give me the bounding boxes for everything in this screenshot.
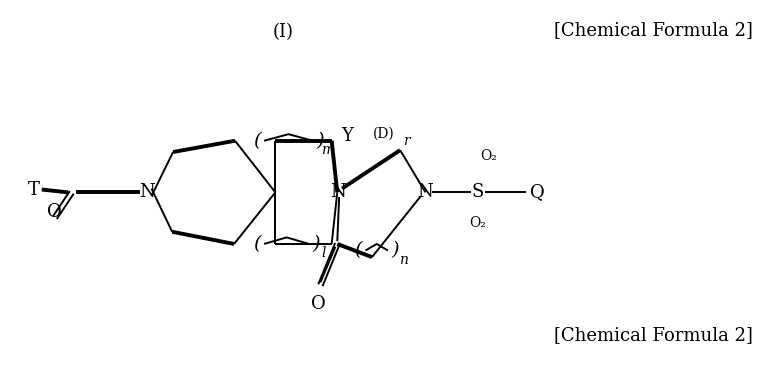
- Text: Q: Q: [529, 183, 545, 201]
- Text: r: r: [403, 134, 410, 148]
- Text: l: l: [322, 246, 326, 260]
- Text: (: (: [253, 235, 261, 253]
- Text: Y: Y: [341, 127, 353, 145]
- Text: T: T: [28, 181, 40, 199]
- Text: O₂: O₂: [480, 149, 497, 163]
- Text: n: n: [399, 253, 407, 267]
- Text: N: N: [139, 183, 154, 201]
- Text: S: S: [472, 183, 484, 201]
- Text: ): ): [392, 242, 400, 260]
- Text: O₂: O₂: [470, 216, 487, 230]
- Text: [Chemical Formula 2]: [Chemical Formula 2]: [554, 21, 753, 39]
- Text: (: (: [253, 132, 261, 150]
- Text: ): ): [316, 132, 324, 150]
- Text: (D): (D): [374, 126, 395, 140]
- Text: (: (: [354, 242, 361, 260]
- Text: N: N: [418, 183, 433, 201]
- Text: ): ): [312, 235, 320, 253]
- Text: [Chemical Formula 2]: [Chemical Formula 2]: [554, 326, 753, 344]
- Text: N: N: [330, 183, 346, 201]
- Text: (I): (I): [272, 23, 293, 41]
- Text: O: O: [311, 295, 326, 313]
- Text: O: O: [47, 203, 62, 221]
- Text: m: m: [322, 143, 335, 157]
